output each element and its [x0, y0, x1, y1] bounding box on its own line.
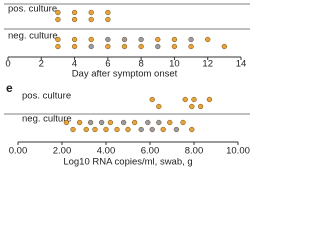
- dot: [114, 126, 120, 133]
- dot: [70, 126, 76, 133]
- dot: [103, 126, 109, 133]
- dot: [160, 126, 166, 133]
- dot: [121, 43, 128, 50]
- x-tick-label: 10: [169, 59, 180, 70]
- dot: [71, 16, 78, 23]
- dot: [105, 16, 111, 23]
- dot: [156, 103, 162, 110]
- x-tick-label: 8: [138, 59, 143, 70]
- dot: [191, 96, 197, 103]
- dot: [121, 36, 128, 43]
- dot: [87, 119, 94, 126]
- dot: [55, 36, 61, 43]
- dot: [55, 9, 61, 16]
- dot: [138, 126, 144, 133]
- x-tick-label: 0: [5, 59, 10, 70]
- dot: [155, 36, 161, 43]
- x-tick-label: 10.00: [226, 146, 250, 157]
- dot: [182, 96, 188, 103]
- dot: [120, 119, 127, 126]
- x-axis-label: Log10 RNA copies/ml, swab, g: [63, 157, 192, 168]
- dot: [138, 36, 144, 43]
- dot: [173, 126, 180, 133]
- dot: [155, 43, 161, 50]
- row-label: neg. culture: [22, 114, 72, 125]
- dot: [105, 36, 111, 43]
- dot: [55, 43, 61, 50]
- dot: [138, 43, 144, 50]
- dot: [88, 36, 94, 43]
- dot: [76, 119, 83, 126]
- x-tick-label: 2: [39, 59, 44, 70]
- dot: [98, 119, 105, 126]
- dot: [88, 43, 94, 50]
- dot: [145, 119, 151, 126]
- x-tick-label: 6: [105, 59, 110, 70]
- dot: [156, 119, 162, 126]
- x-tick-label: 2.00: [53, 146, 72, 157]
- x-tick-label: 8.00: [185, 146, 204, 157]
- dot: [88, 9, 94, 16]
- row-label: pos. culture: [8, 4, 57, 15]
- x-tick-label: 4.00: [97, 146, 116, 157]
- row-label: pos. culture: [22, 91, 71, 102]
- dot: [167, 119, 173, 126]
- dot: [92, 126, 98, 133]
- x-axis-label: Day after symptom onset: [72, 69, 178, 80]
- dot: [221, 43, 228, 50]
- panel-label: e: [6, 81, 13, 95]
- dot: [171, 36, 178, 43]
- dot: [105, 9, 111, 16]
- dot: [131, 119, 138, 126]
- dot: [105, 43, 111, 50]
- dot: [63, 119, 70, 126]
- x-tick-label: 12: [202, 59, 213, 70]
- dot: [197, 103, 204, 110]
- dot: [71, 9, 78, 16]
- dot: [107, 119, 114, 126]
- dot: [125, 126, 131, 133]
- dot: [71, 43, 78, 50]
- row-label: neg. culture: [8, 31, 58, 42]
- dot: [205, 36, 211, 43]
- dot: [206, 96, 213, 103]
- x-tick-label: 0.00: [9, 146, 28, 157]
- dot: [171, 43, 178, 50]
- dot: [83, 126, 89, 133]
- x-tick-label: 6.00: [141, 146, 160, 157]
- dot: [189, 103, 195, 110]
- dot: [71, 36, 78, 43]
- dot: [149, 126, 155, 133]
- dot: [55, 16, 61, 23]
- dot: [88, 16, 94, 23]
- dot: [189, 126, 195, 133]
- dot: [149, 96, 155, 103]
- x-tick-label: 14: [236, 59, 247, 70]
- x-tick-label: 4: [72, 59, 77, 70]
- dot: [188, 43, 194, 50]
- dot: [188, 36, 194, 43]
- dot: [180, 119, 186, 126]
